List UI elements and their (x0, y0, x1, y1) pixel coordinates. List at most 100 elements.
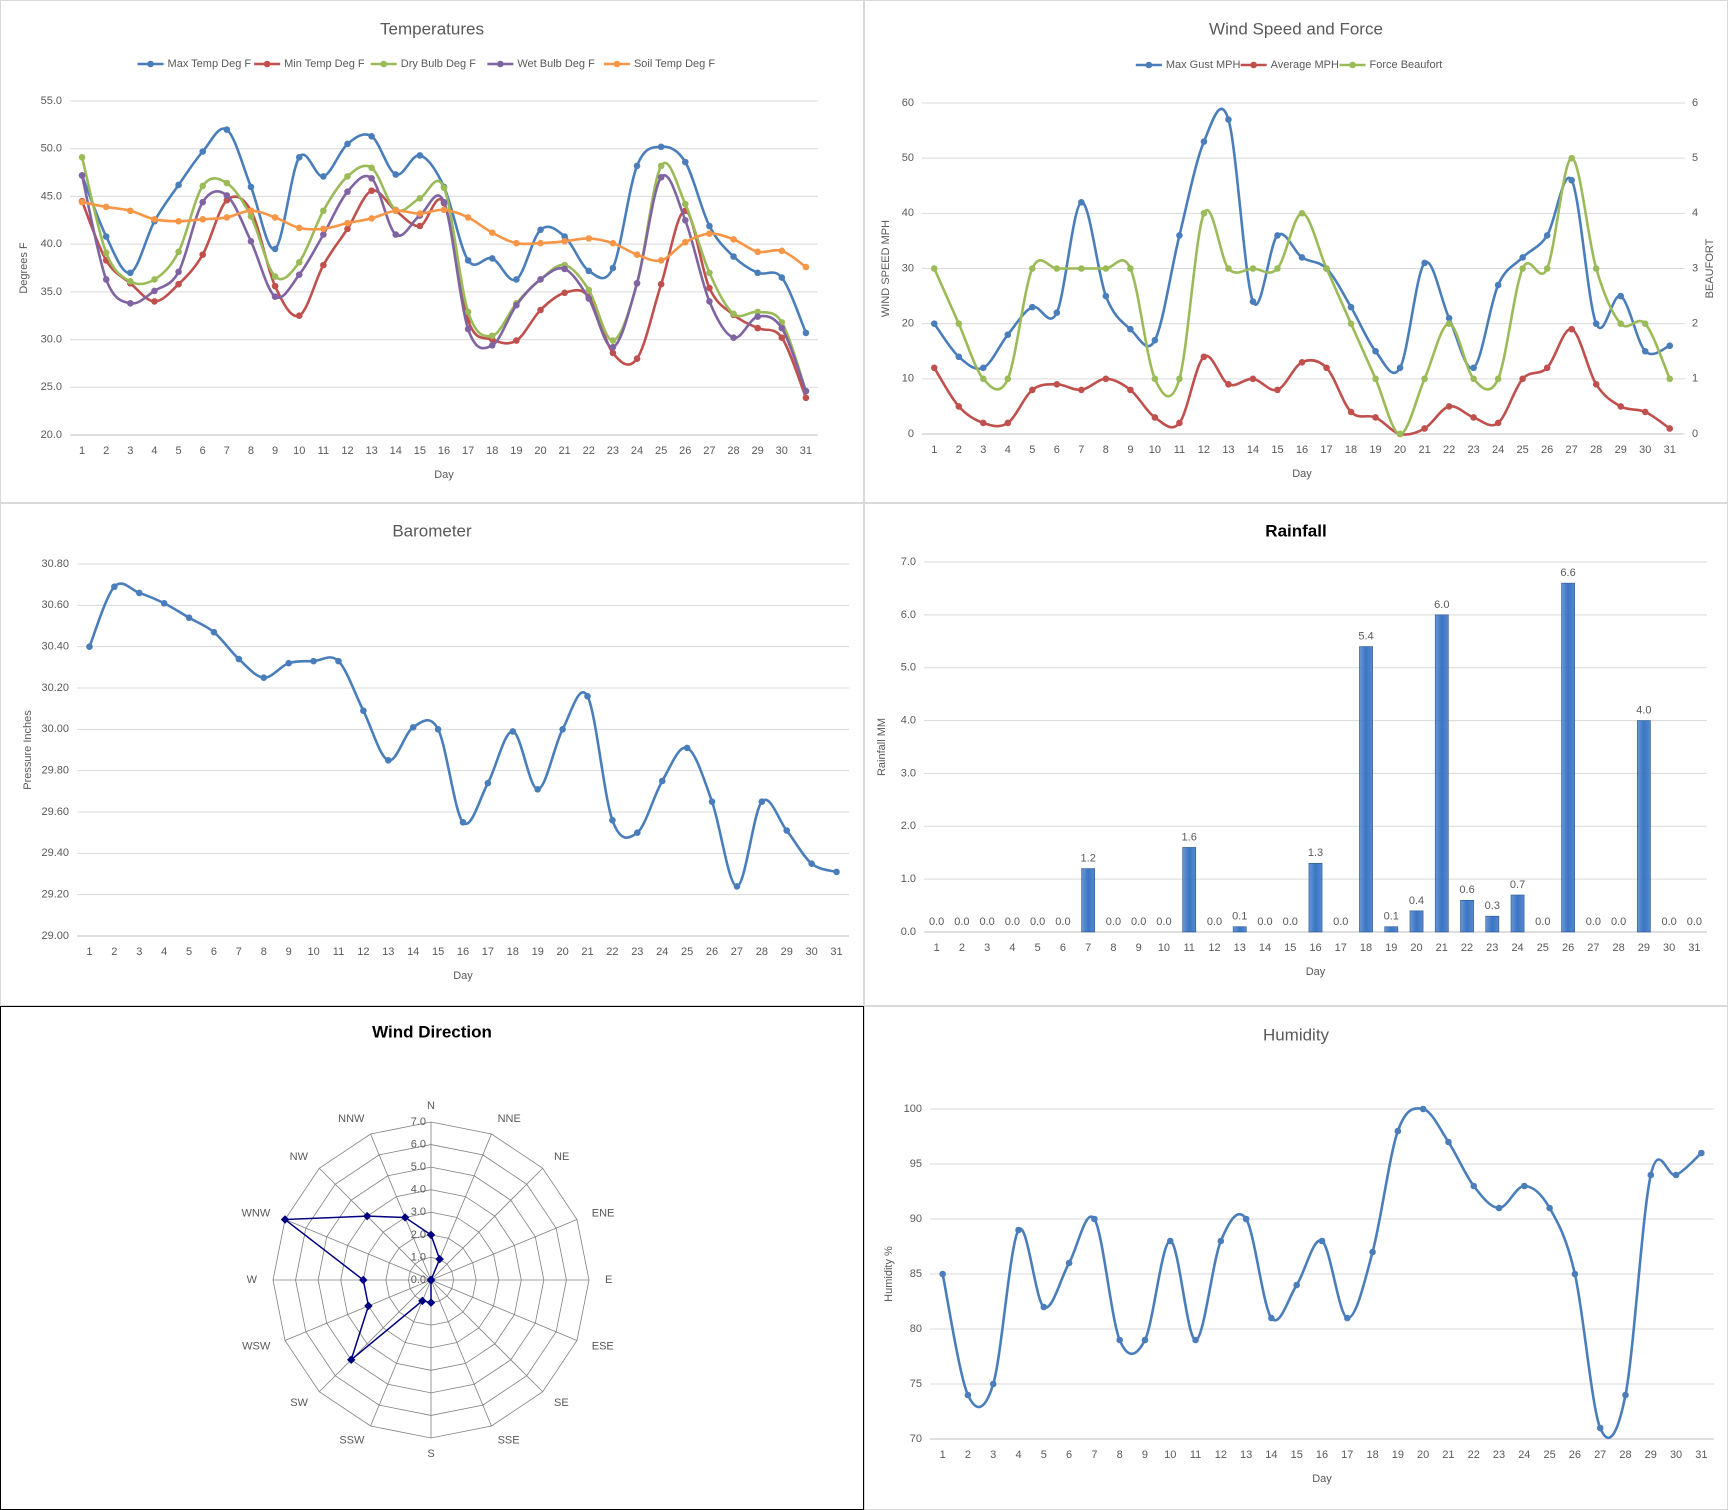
x-tick-label: 6 (1066, 1449, 1072, 1461)
data-point (955, 320, 963, 327)
data-point (754, 269, 761, 277)
y-tick-label: 29.40 (41, 847, 69, 859)
y-tick-label: 6.0 (901, 609, 916, 621)
data-point (1053, 309, 1061, 316)
x-tick-label: 21 (559, 445, 571, 457)
data-point (175, 280, 182, 288)
x-tick-label: 22 (1468, 1449, 1480, 1461)
data-point (513, 301, 520, 309)
data-point (416, 195, 424, 202)
data-point (175, 217, 182, 225)
radar-spoke (370, 1279, 432, 1427)
y-axis-title: Rainfall MM (876, 718, 888, 776)
y-tick-label: 29.80 (41, 765, 69, 777)
x-tick-label: 1 (79, 445, 85, 457)
y-tick-label: 10 (902, 373, 914, 385)
x-tick-label: 4 (161, 946, 167, 958)
data-point (513, 337, 520, 344)
data-point (247, 207, 255, 215)
x-tick-label: 14 (407, 946, 419, 958)
data-point (1141, 1336, 1149, 1344)
data-point (223, 126, 231, 133)
data-point (223, 192, 231, 199)
data-point (199, 148, 207, 155)
x-tick-label: 6 (1054, 444, 1060, 456)
legend-label: Dry Bulb Deg F (401, 58, 476, 70)
y-tick-label: 0 (908, 428, 914, 440)
data-point (160, 599, 168, 607)
x-tick-label: 5 (1029, 444, 1035, 456)
y-tick-label: 40 (902, 207, 914, 219)
data-point (657, 162, 665, 170)
data-point (1470, 1182, 1478, 1190)
x-tick-label: 10 (1149, 444, 1161, 456)
data-point (537, 306, 544, 314)
x-tick-label: 15 (414, 445, 426, 457)
data-point (783, 827, 791, 834)
legend-label: Soil Temp Deg F (634, 58, 715, 70)
series-line (941, 1107, 1703, 1440)
data-point (833, 868, 840, 876)
radar-series (282, 1215, 441, 1363)
data-point (464, 308, 472, 316)
y-axis-title: Humidity % (883, 1246, 895, 1302)
x-axis-title: Day (453, 970, 473, 982)
data-point (86, 643, 93, 650)
y-tick-label: 90 (910, 1213, 922, 1225)
data-point (633, 162, 641, 170)
data-label: 0.1 (1232, 911, 1247, 923)
data-point (295, 258, 303, 266)
data-point (634, 829, 641, 836)
data-point (1102, 265, 1110, 272)
x-tick-label: 19 (510, 445, 522, 457)
category-label: N (427, 1100, 435, 1112)
data-label: 0.0 (1055, 916, 1070, 928)
chart-title: Barometer (392, 521, 472, 540)
x-tick-label: 10 (1164, 1449, 1176, 1461)
radial-tick-label: 6.0 (411, 1138, 426, 1150)
data-point (271, 245, 279, 253)
chart-title: Wind Speed and Force (1209, 19, 1383, 38)
data-label: 1.3 (1308, 847, 1323, 859)
data-point (706, 230, 713, 237)
data-point (320, 207, 327, 215)
x-tick-label: 25 (1537, 942, 1549, 954)
x-tick-label: 23 (1493, 1449, 1505, 1461)
chart-title: Humidity (1263, 1025, 1330, 1044)
data-label: 0.0 (1257, 916, 1272, 928)
x-tick-label: 30 (1670, 1449, 1682, 1461)
x-tick-label: 19 (1392, 1449, 1404, 1461)
data-point (488, 332, 496, 340)
data-point (210, 628, 218, 636)
data-point (681, 158, 689, 166)
category-label: ESE (592, 1340, 614, 1352)
data-point (1369, 1248, 1376, 1256)
data-point (633, 279, 641, 287)
data-point (1127, 265, 1134, 272)
bar (1182, 847, 1197, 933)
data-point (1617, 292, 1625, 300)
data-label: 0.0 (1661, 916, 1676, 928)
bar (1510, 894, 1525, 933)
data-point (930, 265, 938, 272)
data-point (1396, 364, 1404, 372)
data-point (368, 164, 375, 172)
data-point (359, 1275, 368, 1285)
legend-label: Average MPH (1271, 59, 1339, 71)
data-point (151, 287, 158, 295)
data-point (1274, 265, 1281, 272)
data-point (344, 173, 351, 180)
data-label: 0.0 (1005, 916, 1020, 928)
data-point (1102, 292, 1110, 300)
data-point (1596, 1424, 1604, 1432)
bar (1434, 614, 1449, 933)
chart-title: Temperatures (380, 19, 484, 38)
x-tick-label: 12 (357, 946, 369, 958)
data-point (440, 206, 448, 214)
x-tick-label: 26 (679, 445, 691, 457)
data-point (247, 183, 255, 191)
data-point (280, 1215, 290, 1224)
data-point (440, 184, 448, 192)
